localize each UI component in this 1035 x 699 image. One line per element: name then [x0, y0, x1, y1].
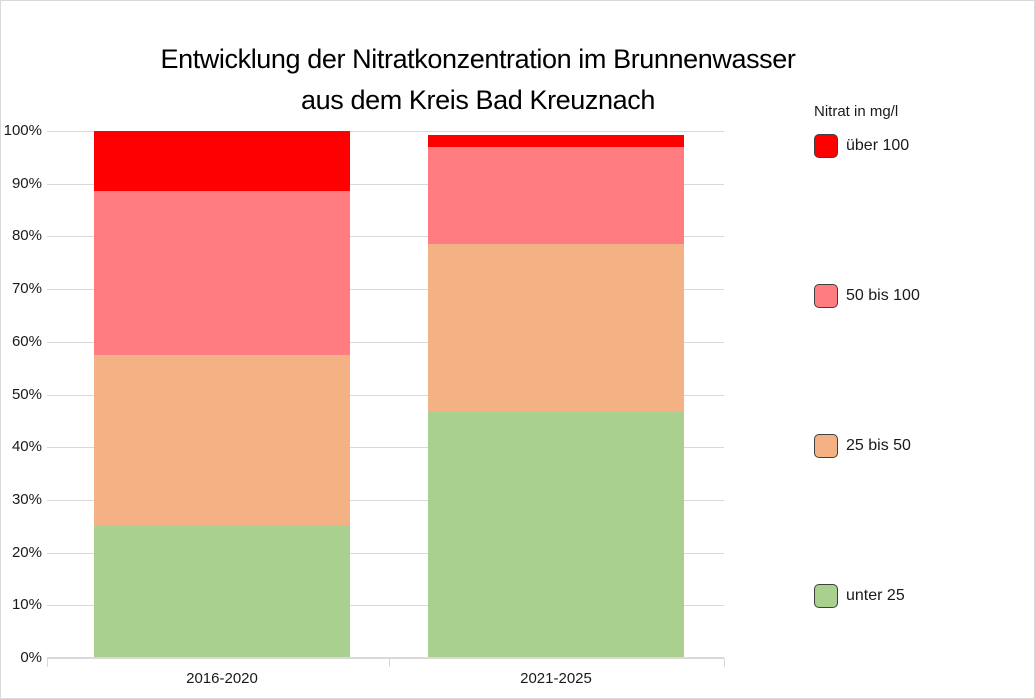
legend-swatch-icon: [814, 134, 838, 158]
legend-label: 25 bis 50: [846, 437, 911, 454]
x-axis-tick-1: [389, 658, 390, 667]
y-axis-label-40%: 40%: [11, 438, 42, 455]
y-axis-label-20%: 20%: [11, 544, 42, 561]
y-axis-label-70%: 70%: [11, 280, 42, 297]
bar-segment-2021-2025-50 bis 100: [428, 147, 684, 245]
chart-title: Entwicklung der Nitratkonzentration im B…: [116, 39, 840, 121]
y-axis-label-30%: 30%: [11, 491, 42, 508]
legend-label: 50 bis 100: [846, 287, 920, 304]
gridline-40%: [47, 447, 724, 448]
x-axis-tick-2: [724, 658, 725, 667]
x-axis-line: [47, 657, 724, 659]
bar-segment-2016-2020-50 bis 100: [94, 191, 350, 355]
bar-segment-2021-2025-25 bis 50: [428, 244, 684, 413]
gridline-50%: [47, 395, 724, 396]
y-axis-label-10%: 10%: [11, 596, 42, 613]
gridline-90%: [47, 184, 724, 185]
bar-segment-2021-2025-über 100: [428, 134, 684, 148]
gridline-80%: [47, 236, 724, 237]
y-axis-label-60%: 60%: [11, 333, 42, 350]
gridline-10%: [47, 605, 724, 606]
chart-title-line1: Entwicklung der Nitratkonzentration im B…: [160, 44, 796, 74]
gridline-100%: [47, 131, 724, 132]
y-axis-label-100%: 100%: [3, 122, 42, 139]
legend-label: unter 25: [846, 587, 905, 604]
y-axis-label-80%: 80%: [11, 227, 42, 244]
legend-swatch-icon: [814, 284, 838, 308]
x-axis-tick-0: [47, 658, 48, 667]
chart-title-line2: aus dem Kreis Bad Kreuznach: [301, 85, 655, 115]
legend-item-50 bis 100: 50 bis 100: [814, 283, 974, 309]
gridline-30%: [47, 500, 724, 501]
bar-segment-2016-2020-25 bis 50: [94, 354, 350, 525]
bar-segment-2016-2020-unter 25: [94, 524, 350, 658]
y-axis-label-90%: 90%: [11, 175, 42, 192]
legend-label: über 100: [846, 137, 910, 154]
legend-item-unter 25: unter 25: [814, 583, 974, 609]
bar-segment-2016-2020-über 100: [94, 131, 350, 192]
x-axis-label-2016-2020: 2016-2020: [186, 670, 258, 687]
legend-title: Nitrat in mg/l: [814, 103, 899, 120]
gridline-20%: [47, 553, 724, 554]
legend-swatch-icon: [814, 584, 838, 608]
legend-item-über 100: über 100: [814, 133, 974, 159]
bar-segment-2021-2025-unter 25: [428, 412, 684, 658]
legend: über 100 50 bis 100 25 bis 50 unter 25: [814, 133, 974, 609]
y-axis-label-50%: 50%: [11, 386, 42, 403]
gridline-60%: [47, 342, 724, 343]
y-axis-label-0%: 0%: [20, 649, 42, 666]
gridline-70%: [47, 289, 724, 290]
legend-swatch-icon: [814, 434, 838, 458]
x-axis-label-2021-2025: 2021-2025: [520, 670, 592, 687]
legend-item-25 bis 50: 25 bis 50: [814, 433, 974, 459]
